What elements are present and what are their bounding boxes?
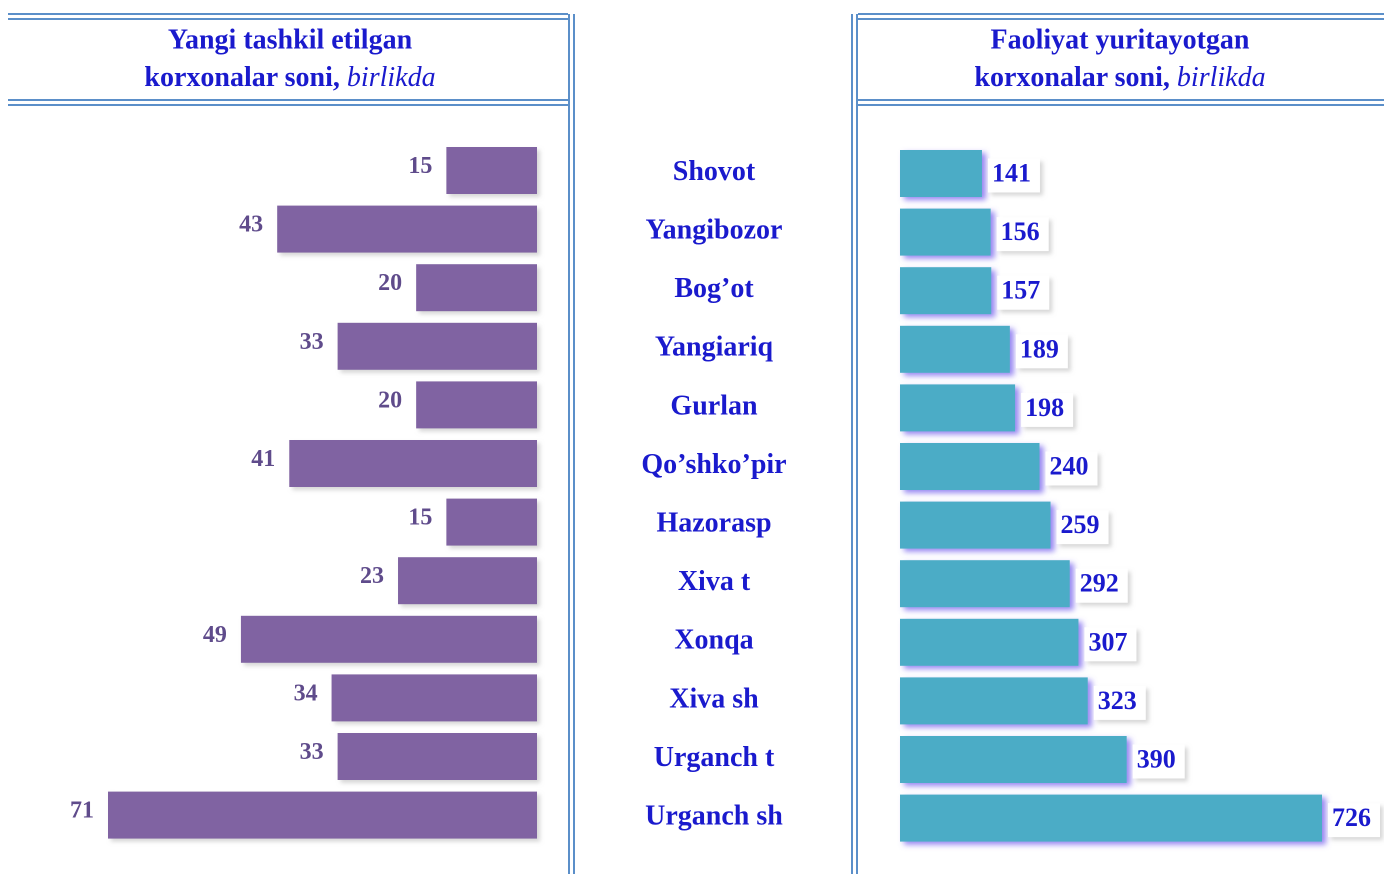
bar [416, 264, 537, 312]
value-label: 323 [1098, 686, 1137, 715]
bar [900, 384, 1016, 432]
value-label-box [1328, 803, 1380, 838]
category-label: Xiva sh [669, 683, 759, 714]
value-label: 157 [1001, 276, 1040, 305]
category-label: Urganch sh [645, 801, 783, 832]
category-label: Yangibozor [646, 215, 783, 246]
value-label-box [1132, 744, 1185, 779]
value-label: 43 [239, 212, 263, 238]
frame [8, 13, 1384, 874]
bar [900, 794, 1322, 842]
value-label-box [1093, 685, 1146, 720]
bar [900, 443, 1040, 490]
value-label: 20 [378, 270, 402, 296]
value-label-box [1084, 627, 1137, 662]
value-label: 259 [1061, 510, 1100, 539]
value-label-box [987, 158, 1040, 193]
category-label: Urganch t [654, 742, 775, 773]
value-label-box [996, 217, 1049, 252]
value-label: 15 [408, 505, 432, 531]
bar [331, 674, 537, 722]
header-line2: korxonalar soni, birlikda [974, 62, 1265, 93]
category-label: Bog’ot [674, 273, 754, 304]
bar [277, 205, 537, 253]
value-label: 23 [360, 563, 384, 589]
category-label: Xonqa [674, 625, 753, 656]
value-label: 15 [408, 153, 432, 179]
bar [900, 677, 1088, 725]
bar [108, 791, 537, 839]
category-label: Hazorasp [656, 508, 771, 539]
header-line1: Yangi tashkil etilgan [168, 24, 413, 55]
value-label: 141 [992, 158, 1031, 187]
value-label-box [997, 275, 1050, 310]
value-label: 33 [300, 329, 324, 355]
value-label: 307 [1088, 627, 1127, 656]
value-label: 390 [1137, 744, 1176, 773]
value-label: 726 [1332, 803, 1371, 832]
bar [446, 498, 537, 546]
bar [337, 322, 537, 370]
bar [337, 733, 537, 780]
value-label: 156 [1001, 217, 1040, 246]
bar [900, 208, 991, 256]
value-label-box [1045, 451, 1098, 486]
value-label: 49 [203, 622, 227, 648]
value-label: 71 [70, 798, 94, 824]
value-label: 41 [251, 446, 275, 472]
header-unit: birlikda [1177, 62, 1266, 93]
bar [446, 147, 537, 194]
header-line2: korxonalar soni, birlikda [144, 62, 435, 93]
category-label: Shovot [673, 156, 756, 187]
bar [240, 615, 538, 663]
header-text: korxonalar soni, [144, 62, 340, 93]
value-label: 20 [378, 387, 402, 413]
value-label-box [1075, 568, 1128, 603]
category-label: Qo’shko’pir [641, 449, 786, 480]
category-label: Yangiariq [655, 332, 774, 363]
bar [416, 381, 537, 429]
bar [900, 618, 1079, 666]
value-label: 240 [1050, 451, 1089, 480]
value-label: 33 [300, 739, 324, 765]
header-unit: birlikda [347, 62, 436, 93]
bar [900, 267, 992, 315]
value-label-box [1015, 334, 1068, 369]
bar [900, 560, 1070, 608]
bar [900, 736, 1127, 783]
value-label-box [1021, 392, 1074, 427]
header-line1: Faoliyat yuritayotgan [991, 24, 1250, 55]
bar [900, 501, 1051, 549]
value-label: 292 [1080, 569, 1119, 598]
header-text: korxonalar soni, [974, 62, 1170, 93]
bar [398, 557, 537, 605]
value-label: 34 [294, 680, 318, 706]
value-label: 189 [1020, 334, 1059, 363]
bar [289, 440, 537, 487]
category-label: Gurlan [670, 390, 758, 421]
bar [900, 325, 1010, 373]
bar [900, 150, 982, 197]
value-label-box [1056, 510, 1109, 545]
category-label: Xiva t [678, 566, 751, 597]
value-label: 198 [1025, 393, 1064, 422]
